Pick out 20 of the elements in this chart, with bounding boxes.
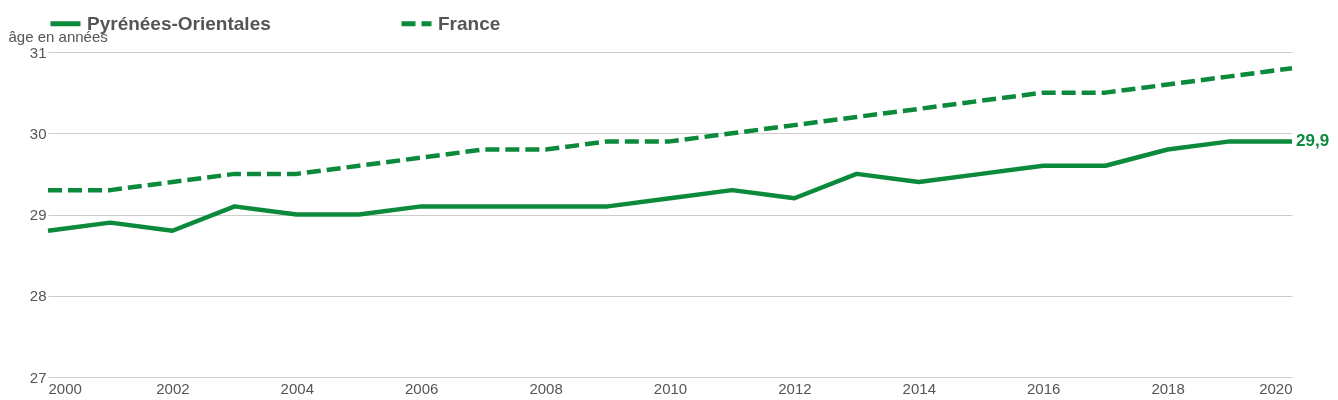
x-tick-label: 2014 [902, 379, 936, 397]
x-tick-label: 2018 [1151, 379, 1185, 397]
x-tick-label: 2016 [1027, 379, 1061, 397]
y-tick-label: 27 [29, 368, 47, 386]
line-series [45, 139, 1295, 233]
x-tick-label: 2002 [156, 379, 190, 397]
x-tick-label: 2006 [405, 379, 439, 397]
legend-label: France [438, 12, 501, 34]
y-tick-label: 30 [29, 124, 47, 142]
x-tick-label: 2012 [778, 379, 812, 397]
x-tick-label: 2004 [280, 379, 314, 397]
line-series [45, 66, 1295, 193]
y-tick-label: 29 [29, 206, 47, 223]
annotation: 29,9 [1296, 131, 1330, 151]
x-tick-label: 2008 [529, 379, 563, 397]
x-tick-label: 2010 [653, 379, 688, 397]
y-tick-label: 28 [29, 287, 47, 305]
x-tick-label: 2000 [48, 379, 82, 397]
y-tick-label: 31 [29, 43, 47, 61]
x-tick-label: 2020 [1259, 379, 1293, 397]
